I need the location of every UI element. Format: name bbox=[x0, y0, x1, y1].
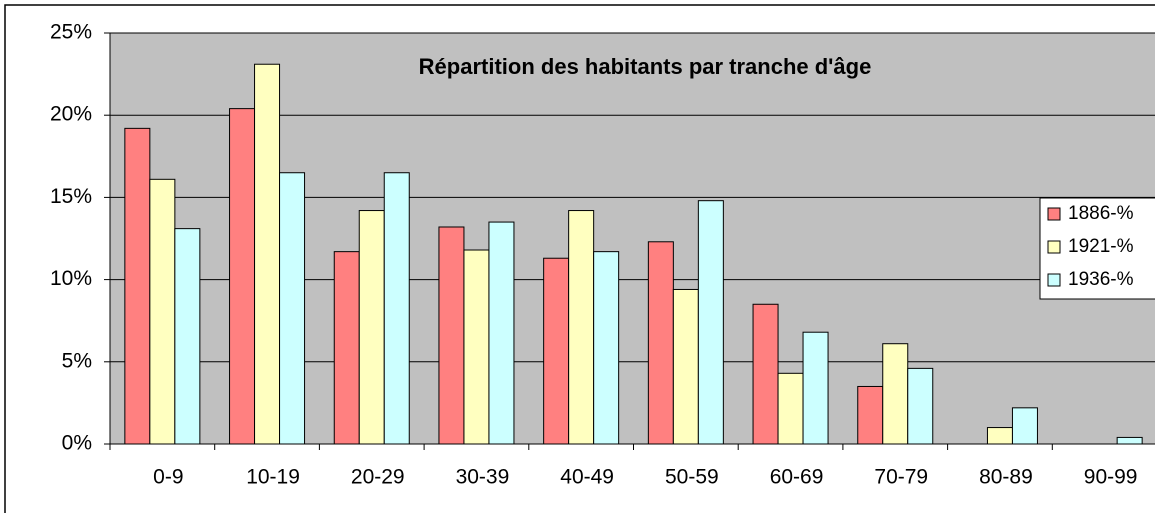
bar bbox=[802, 331, 829, 445]
bar bbox=[438, 226, 465, 445]
x-tick-label: 0-9 bbox=[153, 466, 183, 489]
y-tick-label: 20% bbox=[50, 103, 92, 126]
bar bbox=[672, 288, 699, 445]
y-tick-label: 5% bbox=[62, 349, 92, 372]
bar bbox=[1116, 436, 1143, 445]
legend: 1886-% 1921-% 1936-% bbox=[1039, 197, 1155, 300]
x-tick-label: 80-89 bbox=[979, 466, 1033, 489]
plot-area: 0% 5% 10% 15% 20% 25% 0-9 10-19 20-29 30-39 40-49 5… bbox=[50, 21, 1155, 489]
bar bbox=[149, 178, 176, 445]
legend-swatch bbox=[1047, 240, 1061, 254]
x-tick-label: 70-79 bbox=[874, 466, 928, 489]
bar bbox=[358, 210, 385, 445]
bar bbox=[124, 127, 151, 445]
bar bbox=[1011, 407, 1038, 445]
legend-label: 1936-% bbox=[1068, 269, 1134, 290]
bar bbox=[593, 251, 620, 445]
legend-swatch bbox=[1047, 273, 1061, 287]
y-tick-label: 25% bbox=[50, 21, 92, 44]
x-tick-label: 30-39 bbox=[456, 466, 510, 489]
bar bbox=[463, 249, 490, 445]
bar bbox=[647, 241, 674, 445]
bar bbox=[229, 108, 256, 445]
bar bbox=[857, 385, 884, 445]
bar bbox=[752, 303, 779, 445]
x-tick-label: 40-49 bbox=[560, 466, 614, 489]
chart-title: Répartition des habitants par tranche d'… bbox=[419, 54, 872, 79]
legend-label: 1921-% bbox=[1068, 236, 1134, 257]
x-tick-label: 90-99 bbox=[1084, 466, 1138, 489]
x-tick-label: 50-59 bbox=[665, 466, 719, 489]
bar bbox=[279, 172, 306, 445]
y-tick-label: 0% bbox=[62, 432, 92, 455]
bar bbox=[986, 427, 1013, 445]
bar bbox=[333, 251, 360, 445]
legend-label: 1886-% bbox=[1068, 203, 1134, 224]
bar bbox=[907, 367, 934, 445]
x-tick-label: 20-29 bbox=[351, 466, 405, 489]
y-tick-label: 15% bbox=[50, 185, 92, 208]
bar bbox=[174, 228, 201, 445]
bar bbox=[383, 172, 410, 445]
bar bbox=[697, 200, 724, 445]
legend-swatch bbox=[1047, 207, 1061, 221]
bar bbox=[777, 372, 804, 445]
bar bbox=[568, 210, 595, 445]
bar bbox=[543, 257, 570, 445]
bar bbox=[882, 343, 909, 445]
x-tick-label: 10-19 bbox=[246, 466, 300, 489]
y-tick-label: 10% bbox=[50, 267, 92, 290]
bar bbox=[254, 63, 281, 445]
x-tick-label: 60-69 bbox=[770, 466, 824, 489]
bar bbox=[488, 221, 515, 445]
